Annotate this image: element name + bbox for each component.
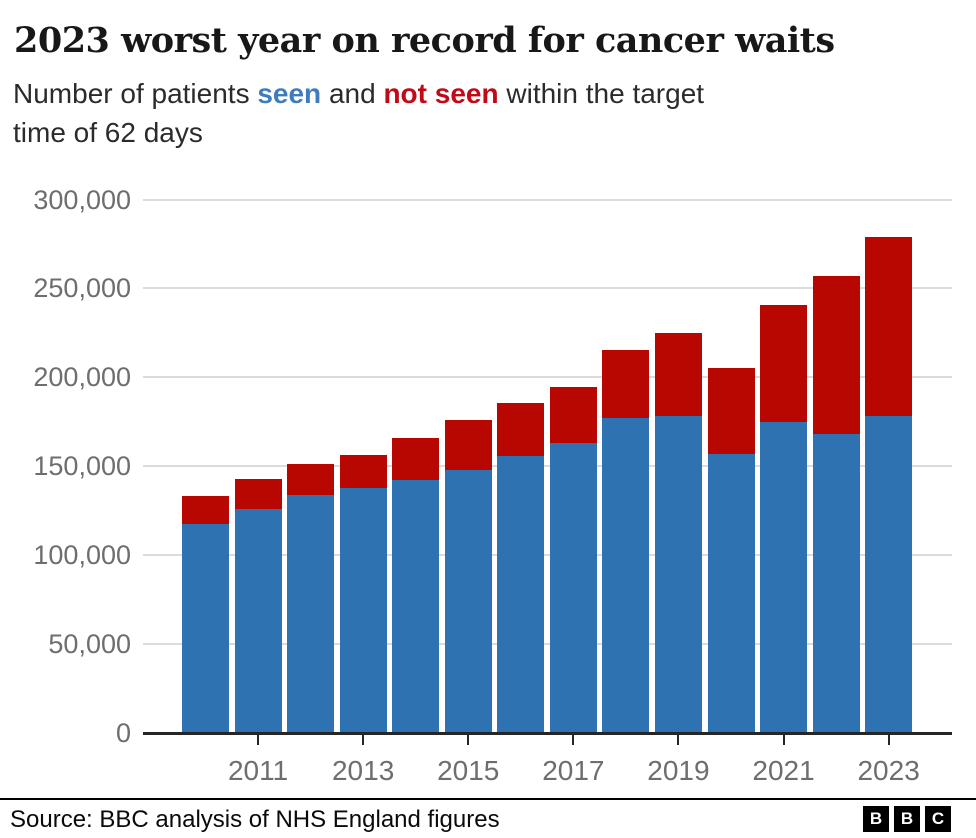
bar-2014-not-seen xyxy=(392,437,439,480)
bar-2010-not-seen xyxy=(182,496,229,525)
subtitle-text: and xyxy=(321,78,384,109)
gridline-100000 xyxy=(143,554,952,557)
x-tick-2023 xyxy=(887,735,890,745)
bar-2015-not-seen xyxy=(445,420,492,470)
bbc-logo-block: B xyxy=(894,806,920,832)
stacked-bar-chart: 0 50,000 100,000 150,000 200,000 250,000 300,0… xyxy=(33,184,952,786)
x-tick-2017 xyxy=(572,735,575,745)
gridline-250000 xyxy=(143,287,952,290)
source-attribution: Source: BBC analysis of NHS England figu… xyxy=(10,806,500,833)
bar-2013-seen xyxy=(340,487,387,733)
bar-2011-not-seen xyxy=(235,478,282,509)
y-axis-label-50000: 50,000 xyxy=(48,629,131,660)
bar-2022-seen xyxy=(813,434,860,733)
bar-2017-seen xyxy=(550,443,597,733)
y-axis-label-300000: 300,000 xyxy=(33,184,131,215)
bar-2019-seen xyxy=(655,415,702,733)
x-axis-label-2023: 2023 xyxy=(857,755,920,786)
bar-2023-seen xyxy=(865,416,912,733)
bbc-logo: B B C xyxy=(863,806,951,832)
y-axis-label-100000: 100,000 xyxy=(33,540,131,571)
y-axis-label-200000: 200,000 xyxy=(33,362,131,393)
bar-2019-not-seen xyxy=(655,332,702,416)
bar-2016-not-seen xyxy=(497,403,544,456)
x-axis-label-2011: 2011 xyxy=(227,755,289,786)
bar-2017-not-seen xyxy=(550,387,597,444)
bar-2018-seen xyxy=(602,418,649,733)
bar-2015-seen xyxy=(445,469,492,733)
footer-divider xyxy=(0,798,976,800)
x-axis-label-2013: 2013 xyxy=(331,755,395,786)
subtitle-text-line2: time of 62 days xyxy=(13,117,203,148)
x-axis-line xyxy=(143,732,952,735)
x-tick-2019 xyxy=(677,735,680,745)
x-axis-label-2015: 2015 xyxy=(437,755,500,786)
bar-2021-seen xyxy=(760,421,807,733)
x-tick-2013 xyxy=(362,735,365,745)
bar-2013-not-seen xyxy=(340,454,387,488)
bar-2010-seen xyxy=(182,524,229,733)
gridline-150000 xyxy=(143,465,952,468)
bbc-logo-block: B xyxy=(863,806,889,832)
bar-2023-not-seen xyxy=(865,236,912,417)
bar-2012-not-seen xyxy=(287,464,334,495)
subtitle-text: Number of patients xyxy=(13,78,258,109)
legend-not-seen-label: not seen xyxy=(383,78,499,109)
x-tick-2011 xyxy=(257,735,260,745)
chart-subtitle: Number of patients seen and not seen wit… xyxy=(13,74,913,152)
y-axis-label-250000: 250,000 xyxy=(33,273,131,304)
x-tick-2021 xyxy=(782,735,785,745)
bar-2020-seen xyxy=(708,453,755,733)
bar-2018-not-seen xyxy=(602,349,649,419)
subtitle-text: within the target xyxy=(498,78,705,109)
legend-seen-label: seen xyxy=(257,78,322,109)
x-axis-label-2019: 2019 xyxy=(647,755,710,786)
bar-2022-not-seen xyxy=(813,275,860,435)
bar-2016-seen xyxy=(497,455,544,733)
bar-2020-not-seen xyxy=(708,368,755,454)
bar-2021-not-seen xyxy=(760,305,807,422)
y-axis-label-150000: 150,000 xyxy=(33,451,131,482)
x-tick-2015 xyxy=(467,735,470,745)
bar-2012-seen xyxy=(287,494,334,733)
bar-2014-seen xyxy=(392,479,439,733)
gridline-50000 xyxy=(143,643,952,646)
bbc-logo-block: C xyxy=(925,806,951,832)
x-axis-label-2021: 2021 xyxy=(752,755,815,786)
chart-title: 2023 worst year on record for cancer wai… xyxy=(14,20,835,61)
bar-2011-seen xyxy=(235,508,282,733)
gridline-200000 xyxy=(143,376,952,379)
y-axis-label-0: 0 xyxy=(115,718,131,748)
x-axis-label-2017: 2017 xyxy=(542,755,605,786)
gridline-300000 xyxy=(143,198,952,201)
